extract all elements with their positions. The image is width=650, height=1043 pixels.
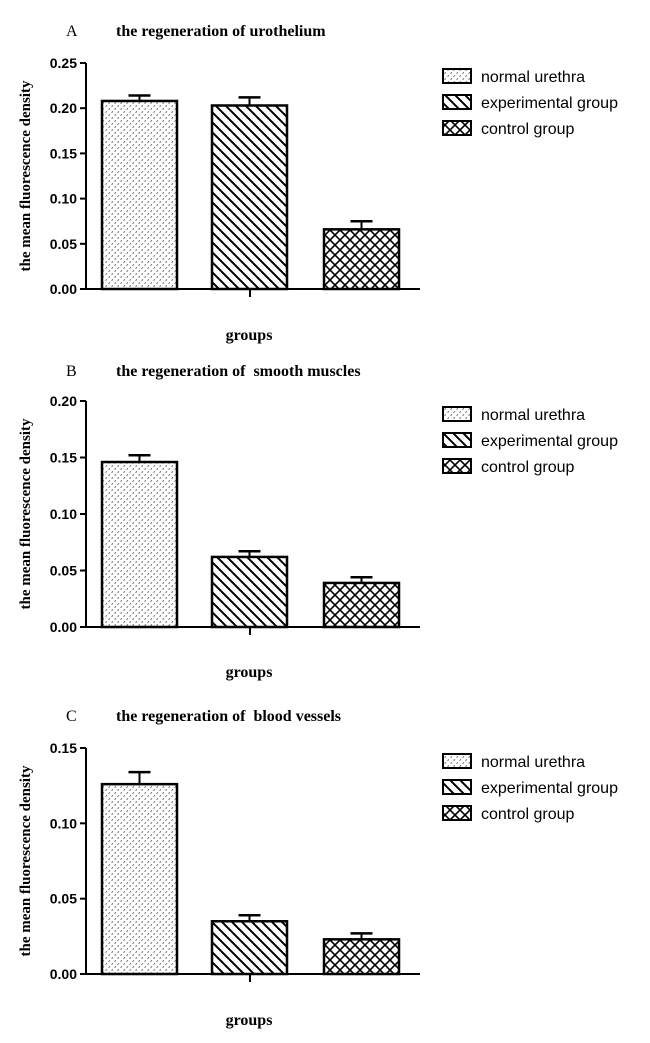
- legend-label-control-group: control group: [481, 806, 574, 823]
- legend-swatch-normal-urethra: [442, 753, 472, 769]
- legend-swatch-experimental-group: [442, 94, 472, 110]
- y-tick-label: 0.10: [50, 191, 77, 207]
- bar-experimental-group: [210, 920, 289, 976]
- y-axis-label: the mean fluorescence density: [18, 765, 34, 956]
- y-tick-label: 0.10: [50, 815, 77, 831]
- x-axis-label: groups: [226, 1012, 273, 1029]
- bar-control-group: [322, 581, 401, 629]
- y-tick-label: 0.05: [50, 563, 77, 579]
- x-axis-label: groups: [226, 327, 273, 344]
- legend-swatch-experimental-group: [442, 779, 472, 795]
- legend-swatch-experimental-group: [442, 432, 472, 448]
- y-axis-label: the mean fluorescence density: [18, 418, 34, 609]
- x-axis-label: groups: [226, 664, 273, 681]
- y-tick-label: 0.20: [50, 393, 77, 409]
- y-tick-label: 0.15: [50, 740, 77, 756]
- legend-swatch-normal-urethra: [442, 406, 472, 422]
- y-tick-label: 0.00: [50, 619, 77, 635]
- bar-normal-urethra: [100, 782, 179, 976]
- y-tick-label: 0.05: [50, 236, 77, 252]
- legend-swatch-control-group: [442, 120, 472, 136]
- legend-label-normal-urethra: normal urethra: [481, 69, 585, 86]
- chart-title: the regeneration of smooth muscles: [116, 363, 361, 380]
- y-tick-label: 0.15: [50, 450, 77, 466]
- y-axis-label: the mean fluorescence density: [18, 80, 34, 271]
- legend-label-experimental-group: experimental group: [481, 780, 618, 797]
- chart-title: the regeneration of blood vessels: [116, 708, 341, 725]
- legend-swatch-control-group: [442, 458, 472, 474]
- bar-experimental-group: [210, 555, 289, 629]
- legend-label-control-group: control group: [481, 459, 574, 476]
- chart-title: the regeneration of urothelium: [116, 23, 326, 40]
- panel-letter: B: [66, 363, 77, 380]
- bar-experimental-group: [210, 104, 289, 291]
- bar-normal-urethra: [100, 99, 179, 291]
- y-tick-label: 0.10: [50, 506, 77, 522]
- y-tick-label: 0.20: [50, 100, 77, 116]
- bar-normal-urethra: [100, 460, 179, 629]
- panel-letter: A: [66, 23, 78, 40]
- legend-swatch-control-group: [442, 805, 472, 821]
- y-tick-label: 0.25: [50, 55, 77, 71]
- bar-control-group: [322, 228, 401, 291]
- legend-label-experimental-group: experimental group: [481, 95, 618, 112]
- legend-swatch-normal-urethra: [442, 68, 472, 84]
- legend-label-normal-urethra: normal urethra: [481, 754, 585, 771]
- legend-label-experimental-group: experimental group: [481, 433, 618, 450]
- bar-control-group: [322, 938, 401, 976]
- y-tick-label: 0.00: [50, 281, 77, 297]
- legend-label-normal-urethra: normal urethra: [481, 407, 585, 424]
- y-tick-label: 0.05: [50, 891, 77, 907]
- panel-letter: C: [66, 708, 77, 725]
- legend-label-control-group: control group: [481, 121, 574, 138]
- y-tick-label: 0.15: [50, 145, 77, 161]
- y-tick-label: 0.00: [50, 966, 77, 982]
